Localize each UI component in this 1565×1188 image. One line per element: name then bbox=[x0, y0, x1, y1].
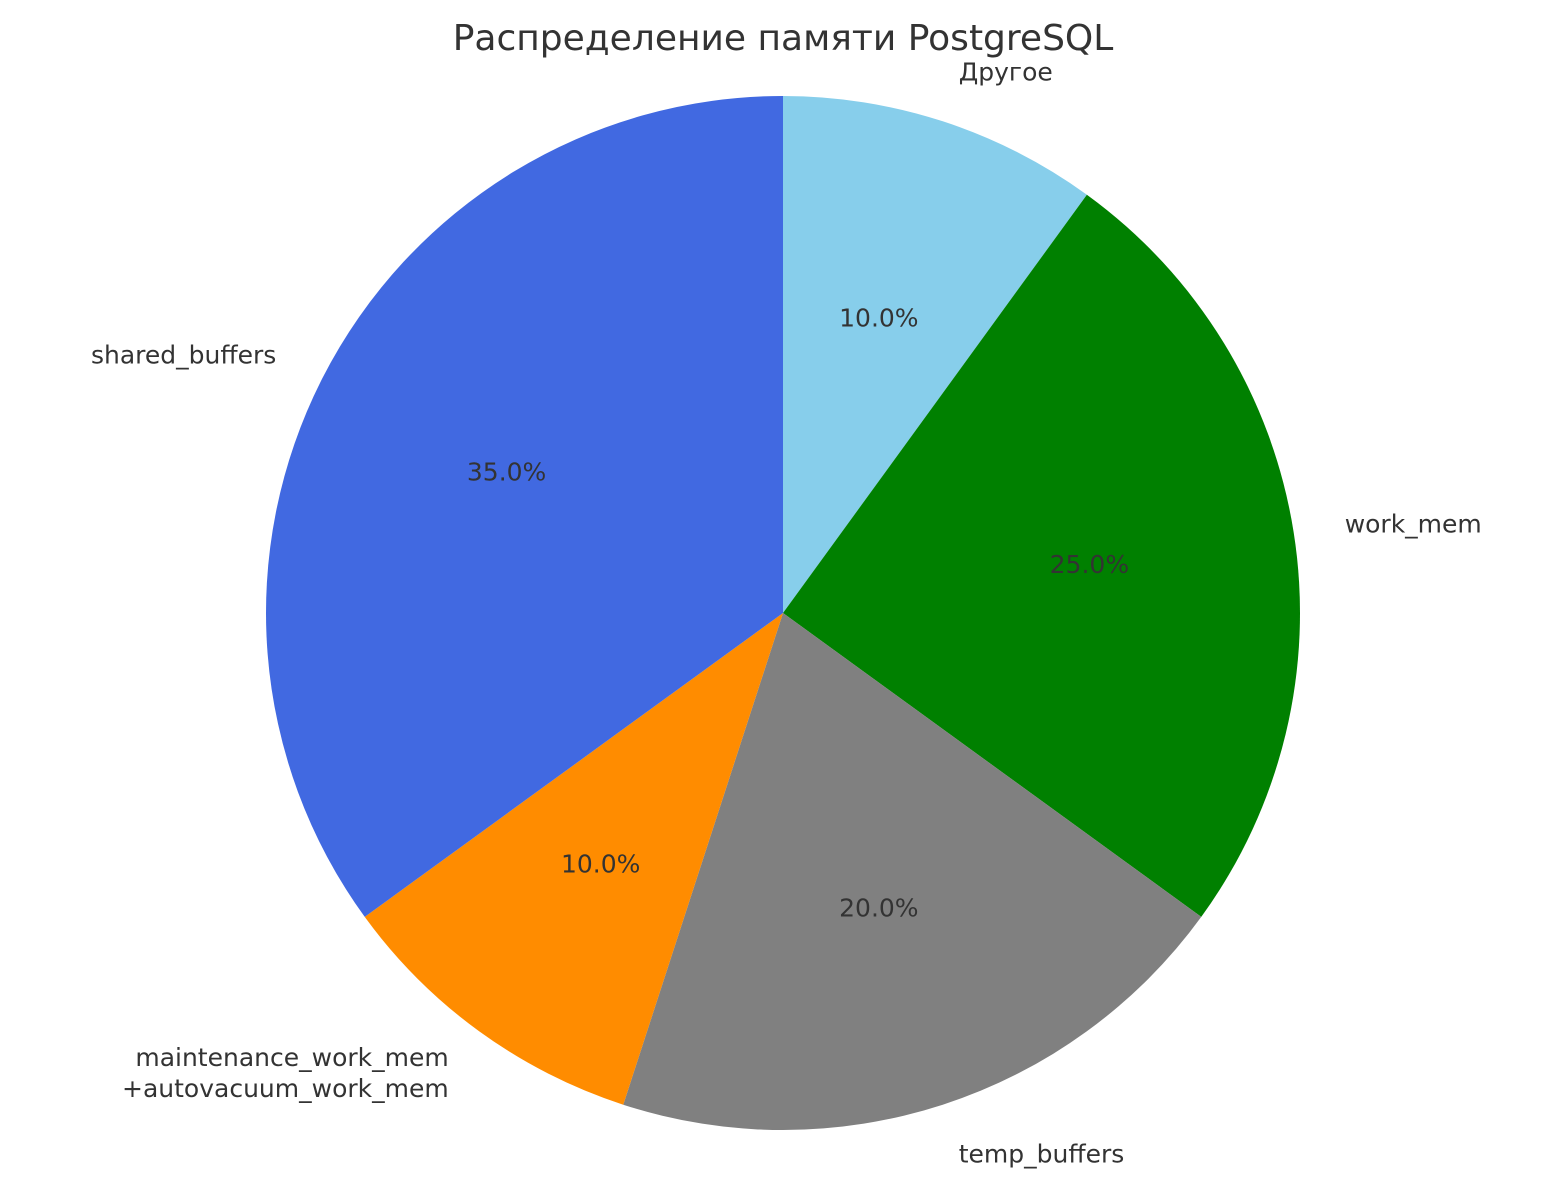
slice-category-label: Другое bbox=[959, 58, 1053, 87]
chart-title: Распределение памяти PostgreSQL bbox=[453, 18, 1114, 59]
slice-percent-label: 10.0% bbox=[839, 303, 918, 332]
slice-percent-label: 25.0% bbox=[1050, 550, 1129, 579]
slice-percent-label: 10.0% bbox=[561, 849, 640, 878]
slice-category-label: work_mem bbox=[1345, 510, 1482, 539]
slice-category-label: maintenance_work_mem +autovacuum_work_mem bbox=[122, 1043, 449, 1103]
slice-category-label-line: maintenance_work_mem bbox=[135, 1043, 448, 1072]
pie-labels: 10.0% Другое 25.0% work_mem 20.0% temp_buffer… bbox=[91, 58, 1482, 1169]
slice-category-label-line: temp_buffers bbox=[959, 1139, 1125, 1168]
slice-category-label-line: shared_buffers bbox=[91, 340, 276, 369]
pie-slice bbox=[783, 194, 1301, 917]
slice-percent-label: 20.0% bbox=[839, 894, 918, 923]
slice-category-label: temp_buffers bbox=[959, 1139, 1125, 1168]
pie-slice bbox=[364, 613, 783, 1105]
pie-slice bbox=[266, 96, 783, 917]
slice-category-label-line: Другое bbox=[959, 58, 1053, 87]
slice-category-label: shared_buffers bbox=[91, 340, 276, 369]
slice-percent-label: 35.0% bbox=[467, 458, 546, 487]
pie-slices bbox=[266, 96, 1301, 1130]
pie-slice bbox=[783, 96, 1087, 613]
slice-category-label-line: +autovacuum_work_mem bbox=[122, 1074, 449, 1103]
slice-category-label-line: work_mem bbox=[1345, 510, 1482, 539]
pie-slice bbox=[623, 613, 1202, 1130]
